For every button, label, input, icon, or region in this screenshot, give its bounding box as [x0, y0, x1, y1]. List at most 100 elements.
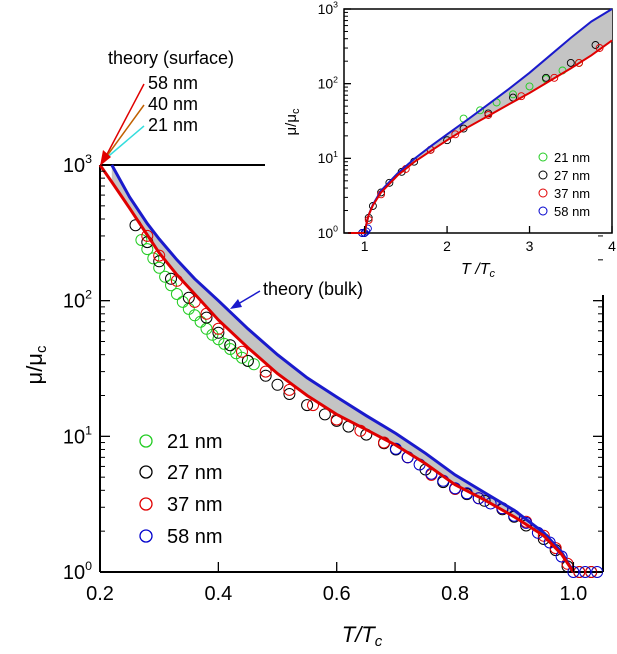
point-21nm: [147, 252, 160, 265]
surface-arrow-21nm: [103, 125, 145, 161]
inset-legend-marker-58nm: [538, 206, 548, 216]
point-37nm: [259, 365, 272, 378]
point-37nm: [575, 58, 583, 67]
surface-arrow-58nm: [103, 83, 145, 161]
inset-legend-label-21nm: 21 nm: [554, 150, 590, 165]
main-ticks: 0.2 0.4 0.6 0.8 1.0 100 101 102 103: [63, 152, 603, 605]
x-tick-label: 1: [361, 238, 369, 254]
inset-plot: [348, 8, 613, 237]
surface-title: theory (surface): [108, 48, 234, 68]
point-21nm: [206, 328, 219, 341]
legend-label-37nm: 37 nm: [167, 494, 223, 516]
point-21nm: [236, 351, 248, 364]
surface-label-40nm: 40 nm: [148, 94, 198, 114]
theory-band: [348, 9, 612, 233]
y-tick-label: 101: [318, 149, 339, 166]
y-tick-label: 101: [63, 423, 92, 448]
point-21nm: [194, 315, 207, 328]
x-tick-label: 4: [608, 238, 616, 254]
point-21nm: [182, 302, 195, 315]
point-37nm: [451, 130, 460, 139]
x-tick-label: 0.2: [86, 583, 114, 605]
point-27nm: [283, 388, 296, 400]
surface-arrow-40nm: [103, 104, 145, 161]
point-27nm: [224, 339, 237, 352]
legend-marker-58nm: [139, 529, 153, 543]
x-tick-label: 3: [526, 238, 534, 254]
point-27nm: [271, 378, 284, 391]
main-x-axis-label: T/Tc: [342, 622, 383, 650]
inset-legend: 21 nm 27 nm 37 nm 58 nm: [538, 150, 590, 219]
bulk-label: theory (bulk): [263, 279, 363, 299]
point-21nm: [170, 288, 183, 300]
main-plot: [98, 164, 604, 578]
inset-legend-marker-27nm: [538, 170, 548, 180]
point-37nm: [212, 322, 225, 335]
bulk-arrowhead: [230, 299, 242, 309]
bulk-arrow: [237, 290, 261, 305]
point-21nm: [141, 243, 154, 256]
point-21nm: [509, 90, 517, 99]
point-27nm: [241, 354, 254, 367]
point-27nm: [318, 408, 331, 421]
y-tick-label: 103: [318, 0, 339, 17]
legend-marker-37nm: [139, 497, 153, 511]
point-27nm: [259, 369, 272, 382]
y-tick-label: 102: [318, 74, 339, 91]
point-27nm: [591, 41, 600, 49]
inset-y-axis-label: μ/μc: [283, 108, 302, 135]
curve-theory-bulk-: [110, 164, 575, 573]
point-58nm: [579, 566, 592, 578]
legend-label-27nm: 27 nm: [167, 462, 223, 484]
point-37nm: [236, 345, 248, 358]
point-21nm: [176, 295, 189, 308]
legend-marker-27nm: [139, 465, 153, 479]
inset-legend-label-37nm: 37 nm: [554, 186, 590, 201]
point-27nm: [165, 272, 177, 285]
main-legend: 21 nm 27 nm 37 nm 58 nm: [139, 431, 223, 548]
point-21nm: [165, 279, 177, 292]
x-tick-label: 0.6: [323, 583, 351, 605]
point-27nm: [200, 311, 213, 324]
main-y-axis-label: μ/μc: [22, 345, 50, 384]
inset-x-axis-label: T /Tc: [461, 261, 495, 280]
point-21nm: [135, 234, 148, 246]
point-21nm: [224, 343, 237, 355]
point-37nm: [537, 529, 550, 542]
x-tick-label: 0.4: [204, 583, 232, 605]
point-21nm: [188, 309, 201, 322]
curve-theory-surface-: [348, 39, 613, 234]
point-27nm: [368, 202, 377, 210]
point-27nm: [566, 58, 575, 67]
x-tick-label: 1.0: [560, 583, 588, 605]
point-37nm: [283, 383, 296, 396]
point-27nm: [377, 188, 386, 197]
inset-legend-marker-37nm: [538, 188, 548, 198]
x-tick-label: 2: [443, 238, 451, 254]
y-tick-label: 102: [63, 288, 92, 313]
point-58nm: [484, 497, 497, 510]
point-27nm: [478, 494, 491, 507]
y-tick-label: 100: [63, 559, 92, 584]
point-21nm: [153, 261, 166, 274]
point-27nm: [385, 178, 394, 187]
legend-label-21nm: 21 nm: [167, 431, 223, 453]
point-21nm: [247, 358, 260, 371]
inset-legend-label-58nm: 58 nm: [554, 204, 590, 219]
point-27nm: [443, 136, 452, 145]
curve-theory-surface-58-nm: [98, 164, 575, 573]
y-tick-label: 103: [63, 152, 92, 177]
point-21nm: [200, 322, 213, 335]
surface-label-21nm: 21 nm: [148, 115, 198, 135]
x-tick-label: 0.8: [441, 583, 469, 605]
surface-label-58nm: 58 nm: [148, 73, 198, 93]
legend-label-58nm: 58 nm: [167, 526, 223, 548]
inset-ticks: 1 2 3 4 100 101 102 103: [318, 0, 617, 254]
point-37nm: [153, 249, 166, 262]
point-27nm: [542, 73, 550, 82]
point-37nm: [550, 73, 559, 82]
point-27nm: [301, 399, 314, 412]
point-21nm: [476, 106, 485, 115]
y-tick-label: 100: [318, 224, 339, 241]
